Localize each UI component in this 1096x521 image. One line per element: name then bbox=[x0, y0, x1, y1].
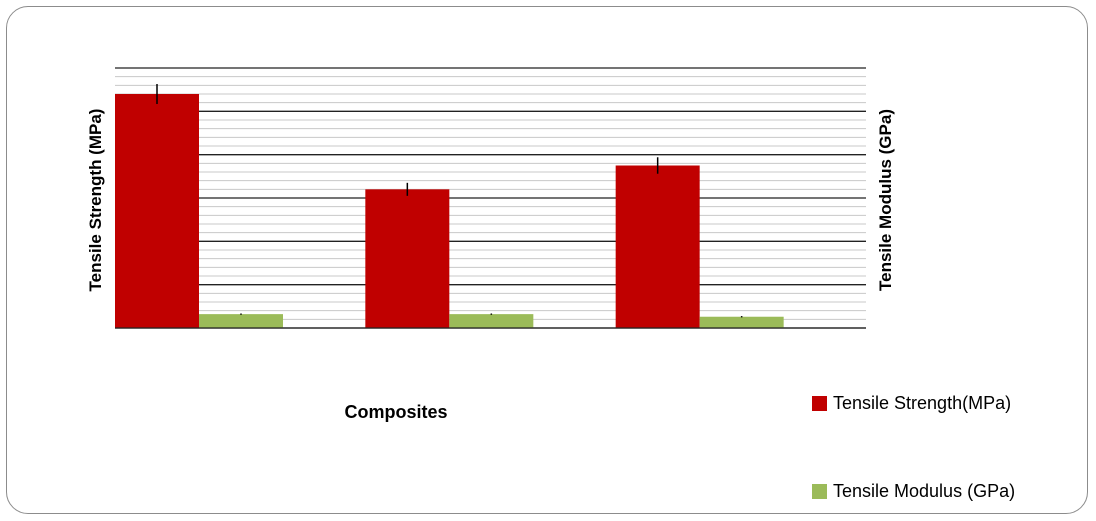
x-axis-label: Composites bbox=[344, 402, 448, 422]
bar-tensile-strength bbox=[615, 165, 700, 328]
bar-tensile-strength bbox=[365, 189, 450, 328]
legend-item-tensile-modulus: Tensile Modulus (GPa) bbox=[812, 481, 1015, 502]
bar-tensile-modulus bbox=[699, 316, 784, 328]
y-axis-label-left: Tensile Strength (MPa) bbox=[86, 108, 105, 292]
legend-label-tensile-modulus: Tensile Modulus (GPa) bbox=[833, 481, 1016, 501]
bar-tensile-strength bbox=[115, 94, 199, 328]
legend-item-tensile-strength: Tensile Strength(MPa) bbox=[812, 393, 1011, 414]
legend-swatch-tensile-strength bbox=[812, 396, 827, 411]
y-axis-label-right: Tensile Modulus (GPa) bbox=[876, 109, 895, 291]
bar-tensile-modulus bbox=[199, 314, 283, 328]
bar-tensile-modulus bbox=[449, 314, 534, 328]
legend-swatch-tensile-modulus bbox=[812, 484, 827, 499]
legend-label-tensile-strength: Tensile Strength(MPa) bbox=[833, 393, 1012, 413]
